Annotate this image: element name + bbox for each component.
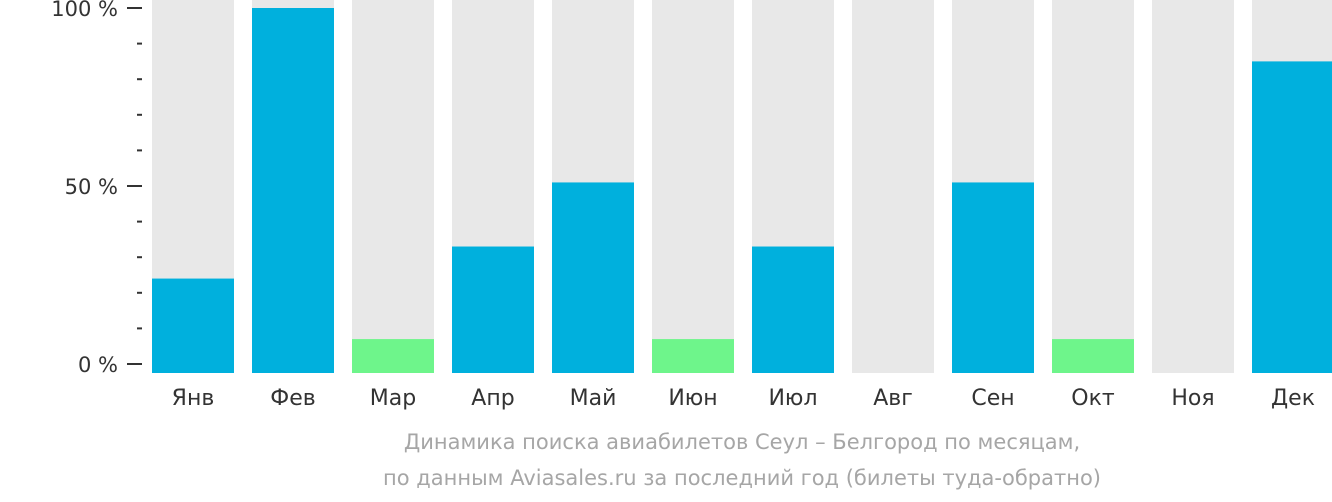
bar [552,182,634,373]
bar [952,182,1034,373]
bar-track [852,0,934,373]
x-tick-label: Окт [1071,386,1115,411]
bar [452,246,534,373]
bar-track [352,0,434,373]
x-tick-label: Дек [1271,386,1315,411]
x-tick-label: Авг [873,386,913,411]
x-tick-label: Апр [471,386,514,411]
bar [752,246,834,373]
y-tick-label: 100 % [51,0,118,21]
bar [252,8,334,373]
y-tick-label: 50 % [65,175,118,199]
bar [1252,61,1332,374]
bar-track [652,0,734,373]
bar [352,339,434,373]
bar [152,278,234,373]
x-tick-label: Май [570,386,617,411]
x-tick-label: Фев [270,386,315,411]
bar-track [1152,0,1234,373]
bar [1052,339,1134,373]
x-tick-label: Июн [668,386,717,411]
x-tick-label: Мар [370,386,416,411]
x-tick-label: Июл [768,386,817,411]
x-tick-label: Ноя [1171,386,1214,411]
chart-caption-line-1: Динамика поиска авиабилетов Сеул – Белго… [403,430,1081,454]
chart-caption-line-2: по данным Aviasales.ru за последний год … [383,466,1101,490]
bar [652,339,734,373]
x-tick-label: Янв [172,386,215,411]
bar-track [1052,0,1134,373]
x-tick-label: Сен [971,386,1014,411]
chart: 0 % 50 % 100 % Янв Фев Мар Апр Май Июн Июл Авг Сен О… [51,0,1332,411]
y-tick-label: 0 % [78,353,118,377]
